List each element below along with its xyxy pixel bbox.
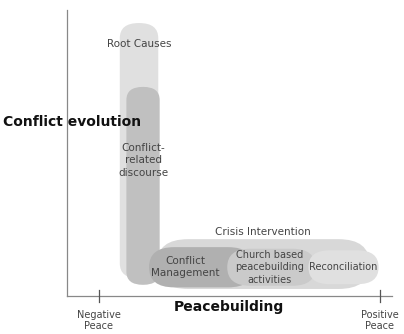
- Text: Crisis Intervention: Crisis Intervention: [215, 227, 311, 237]
- Text: Conflict evolution: Conflict evolution: [3, 115, 141, 129]
- Text: Conflict
Management: Conflict Management: [151, 256, 219, 279]
- Text: Root Causes: Root Causes: [107, 39, 171, 49]
- FancyBboxPatch shape: [120, 23, 158, 279]
- Text: Church based
peacebuilding
activities: Church based peacebuilding activities: [235, 250, 304, 285]
- Text: Reconciliation: Reconciliation: [309, 262, 378, 272]
- FancyBboxPatch shape: [157, 239, 370, 289]
- FancyBboxPatch shape: [126, 87, 160, 285]
- FancyBboxPatch shape: [227, 249, 316, 286]
- Text: Peacebuilding: Peacebuilding: [174, 300, 284, 314]
- Text: Conflict-
related
discourse: Conflict- related discourse: [118, 143, 168, 178]
- Text: Negative
Peace: Negative Peace: [77, 310, 121, 331]
- FancyBboxPatch shape: [308, 250, 379, 284]
- Text: Positive
Peace: Positive Peace: [361, 310, 398, 331]
- FancyBboxPatch shape: [149, 247, 253, 287]
